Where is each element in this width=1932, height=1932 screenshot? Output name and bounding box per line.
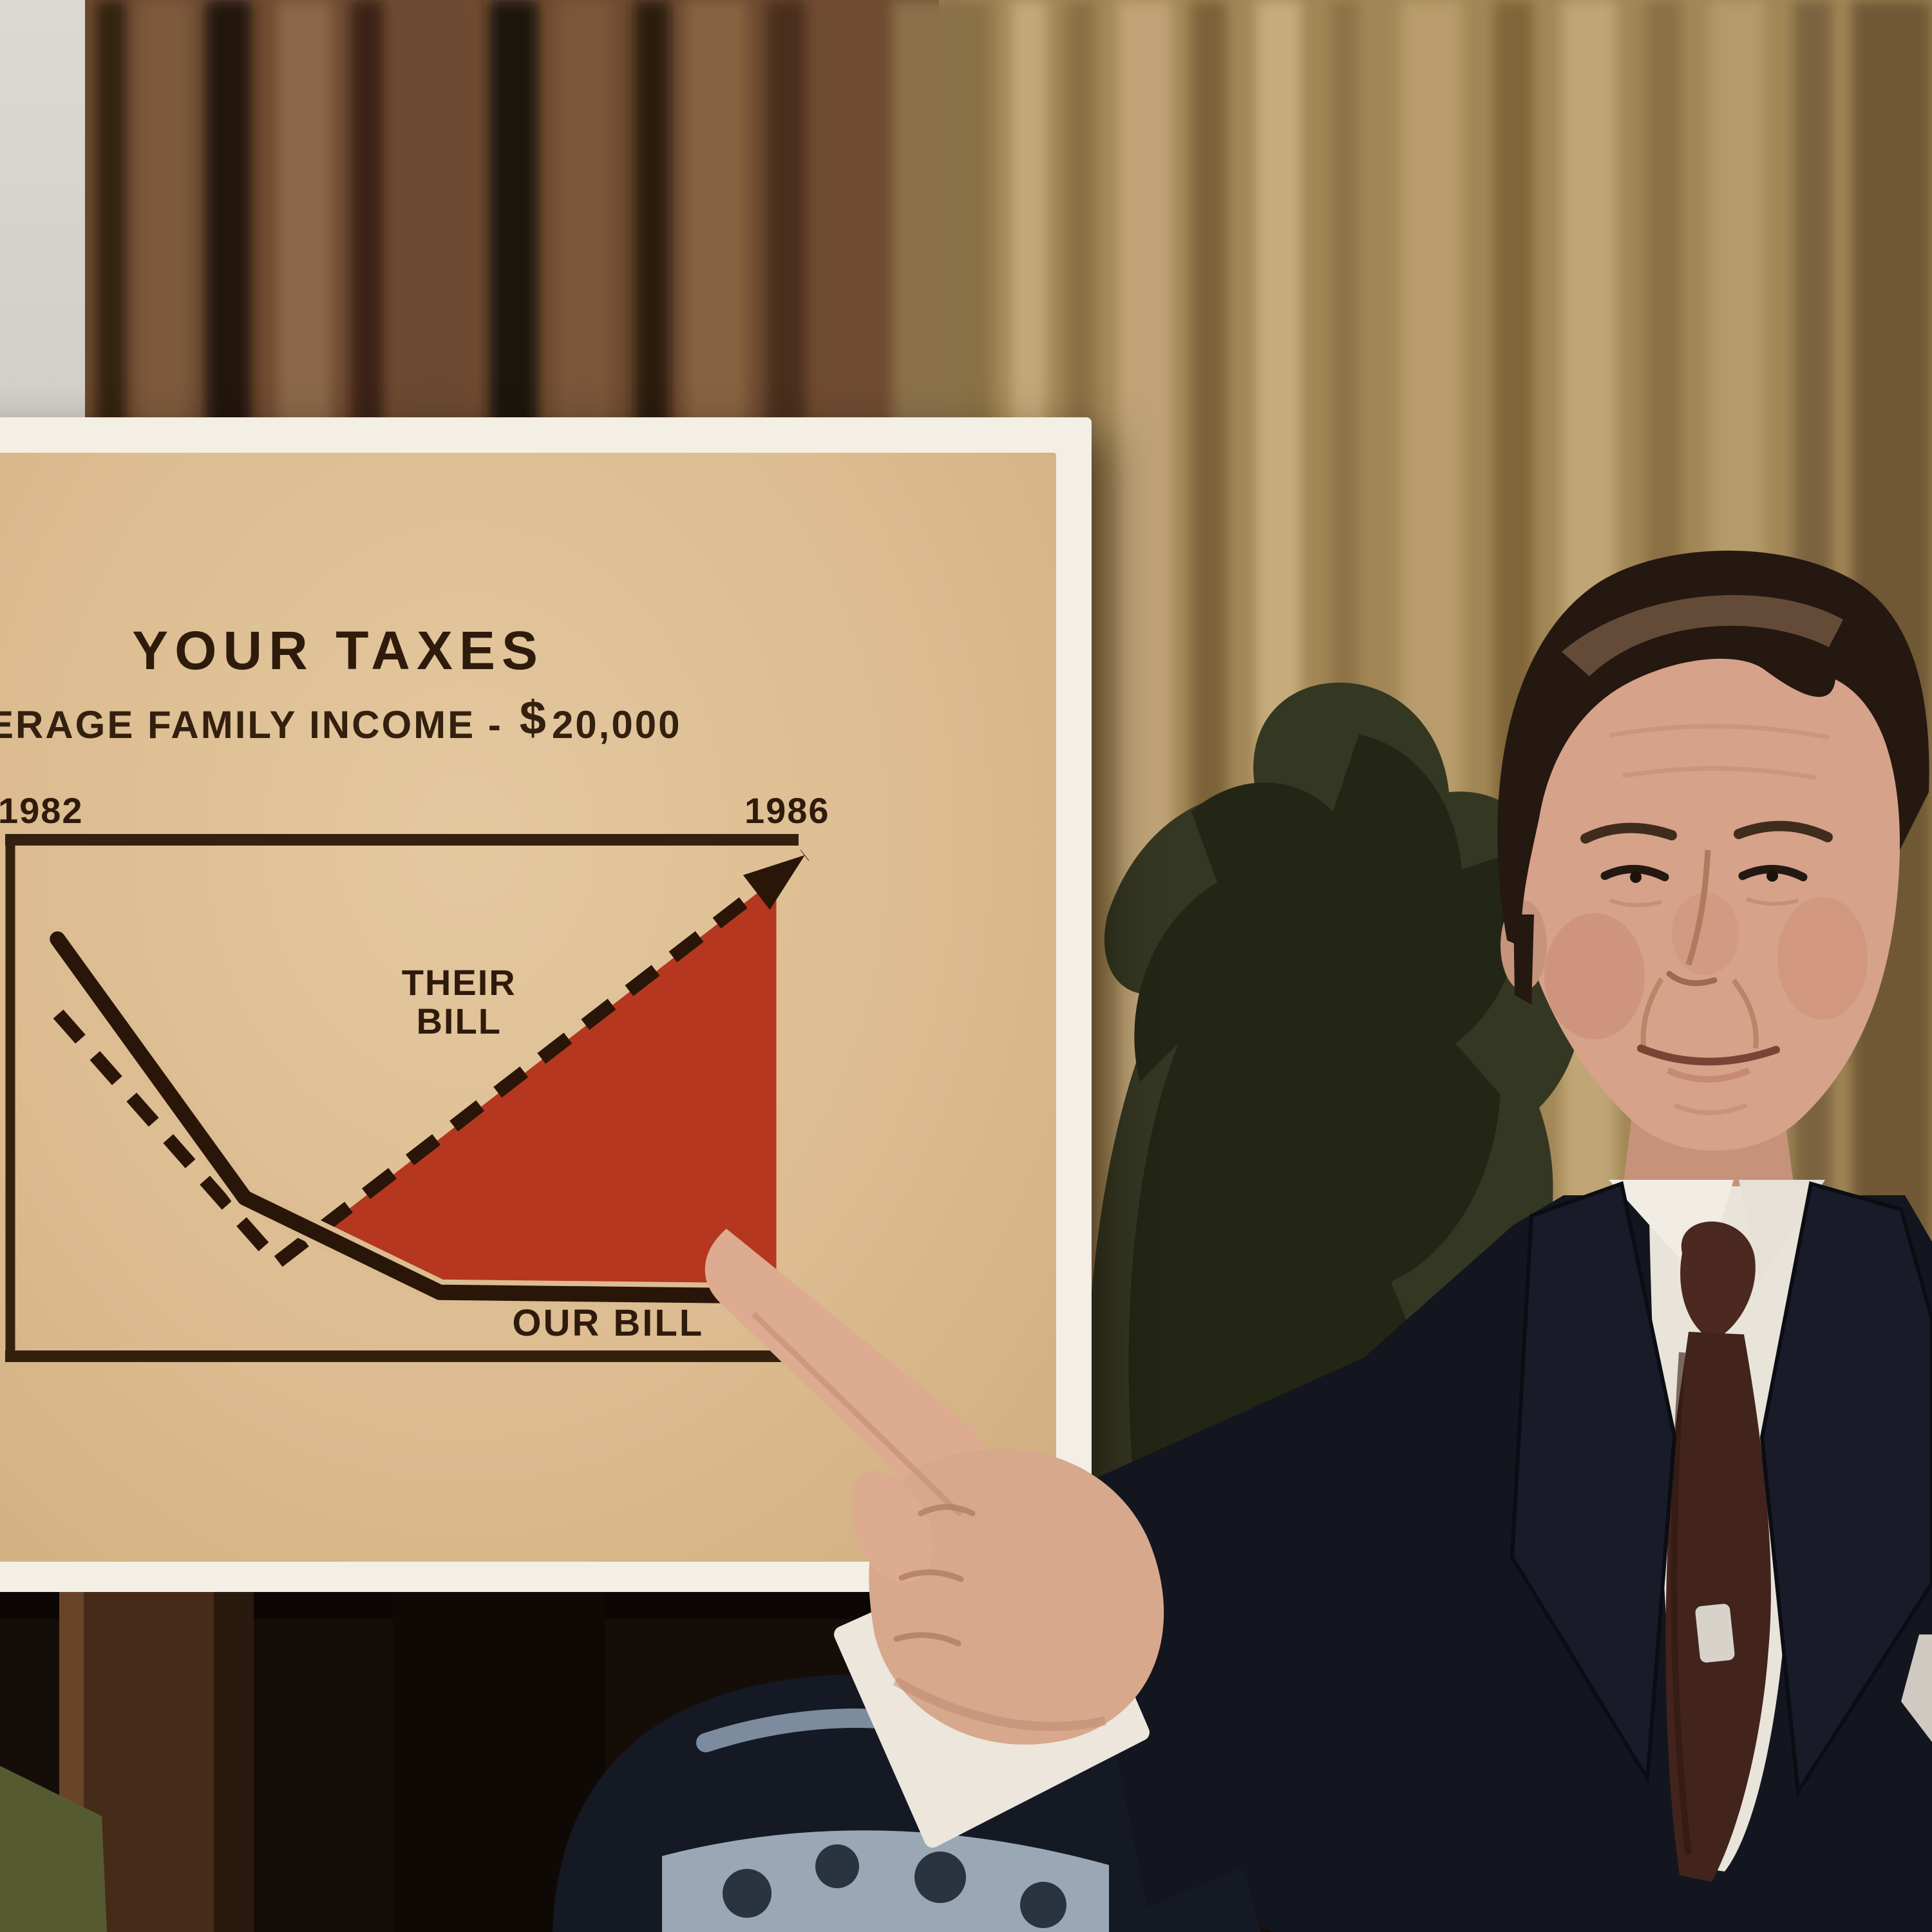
suit-sleeve xyxy=(1061,1390,1457,1908)
far-cuff-edge xyxy=(1901,1634,1932,1742)
chart-area: THEIR BILL OUR BILL xyxy=(5,834,810,1362)
their-bill-line1: THEIR xyxy=(401,961,516,1003)
subtitle-amount: 20,000 xyxy=(551,703,682,746)
reagan-tie xyxy=(1665,1332,1771,1882)
reagan-face xyxy=(1514,630,1900,1151)
easel xyxy=(0,1592,1278,1932)
poster-subtitle: ERAGE FAMILY INCOME - $20,000 xyxy=(0,690,681,747)
shirt-collar-left xyxy=(1609,1180,1734,1283)
reagan-ear xyxy=(1501,900,1547,990)
our-bill-label: OUR BILL xyxy=(512,1302,705,1344)
suit-lapel-left xyxy=(1510,1181,1677,1785)
subtitle-text: ERAGE FAMILY INCOME - xyxy=(0,703,503,746)
reagan-mouth xyxy=(1637,1045,1780,1066)
reagan-eyes xyxy=(1600,865,1808,882)
reagan-hair xyxy=(1497,551,1929,947)
cufflink xyxy=(993,1695,1019,1721)
poster-title: YOUR TAXES xyxy=(132,620,544,681)
arrowhead xyxy=(743,855,805,910)
reagan-nose xyxy=(1685,849,1711,966)
hair-shine xyxy=(1562,595,1843,676)
their-bill-label: THEIR BILL xyxy=(402,963,516,1041)
poster-inner: YOUR TAXES ERAGE FAMILY INCOME - $20,000 … xyxy=(0,453,1056,1562)
chart-plot xyxy=(5,834,810,1362)
reagan-eyebrows xyxy=(1580,820,1833,844)
shaded-gap-region xyxy=(316,878,777,1291)
planter-urn xyxy=(553,1674,1261,1932)
year-label-1982: 1982 xyxy=(0,790,84,831)
series-our-bill xyxy=(50,931,735,1303)
easel-leg xyxy=(59,1592,252,1932)
suit-lapel-right xyxy=(1759,1181,1932,1797)
their-bill-line2: BILL xyxy=(416,1001,502,1042)
shirt-collar-right xyxy=(1739,1180,1825,1280)
gold-curtain-folds xyxy=(947,0,1932,1932)
reagan-neck xyxy=(1622,1074,1795,1198)
tie-clip xyxy=(1695,1604,1735,1663)
plant-silhouette xyxy=(1084,683,1583,1777)
reagan-shirt xyxy=(1649,1186,1804,1871)
tie-knot xyxy=(1680,1221,1756,1341)
tax-chart-poster: YOUR TAXES ERAGE FAMILY INCOME - $20,000 … xyxy=(0,417,1092,1597)
year-label-1986: 1986 xyxy=(744,790,830,831)
subtitle-currency: $ xyxy=(519,691,548,744)
floor-plant-corner xyxy=(0,1766,107,1932)
